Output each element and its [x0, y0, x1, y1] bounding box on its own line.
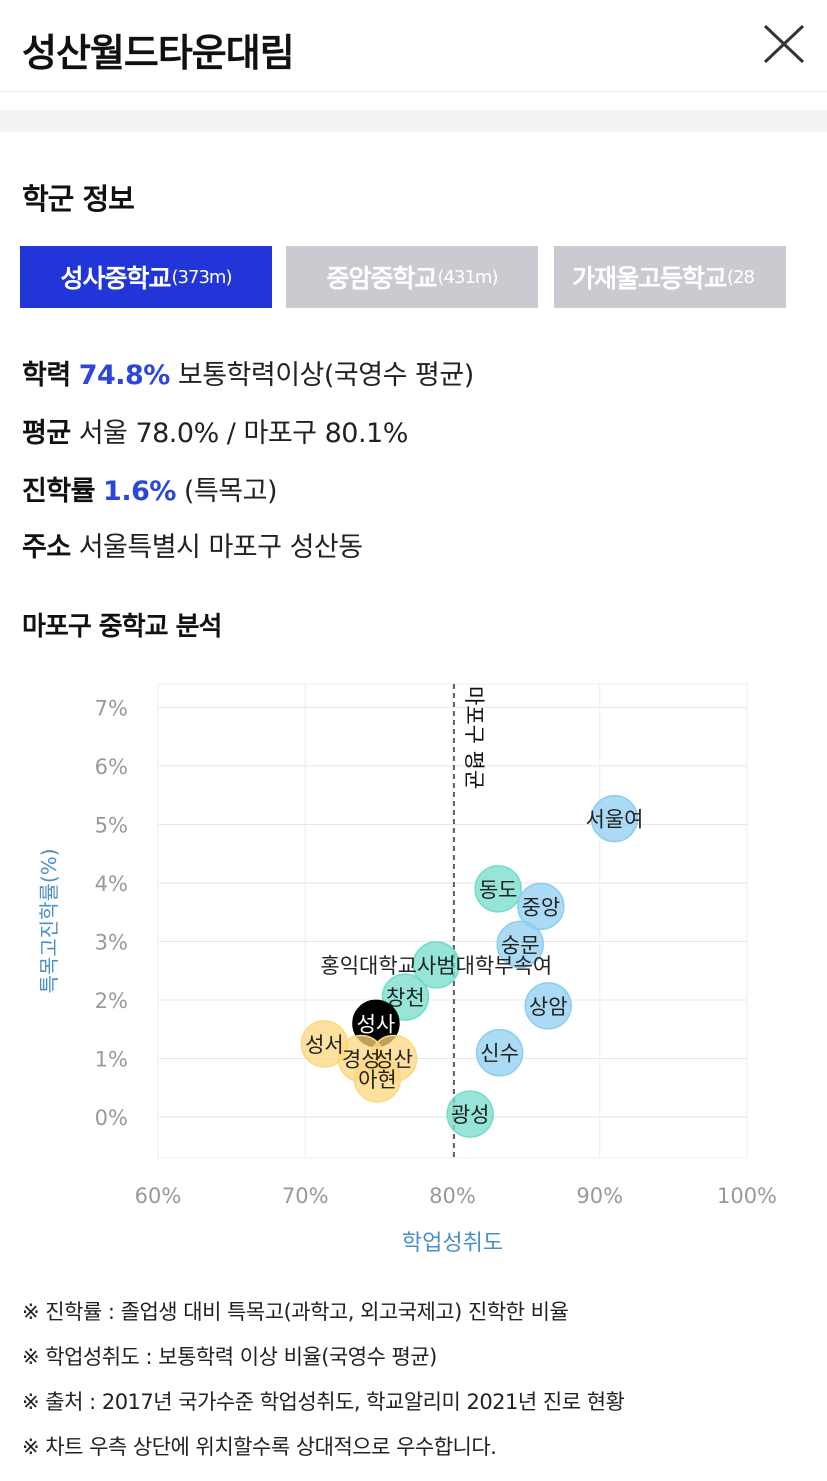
note-source: ※ 출처 : 2017년 국가수준 학업성취도, 학교알리미 2021년 진로 … [22, 1390, 625, 1414]
school-point [446, 1090, 494, 1138]
close-button[interactable] [758, 20, 810, 68]
school-point [475, 1028, 524, 1077]
school-point [412, 941, 461, 989]
x-tick-label: 60% [135, 1184, 182, 1208]
x-tick-label: 100% [717, 1184, 777, 1208]
school-point-label: 성산 [374, 1048, 413, 1072]
analysis-title: 마포구 중학교 분석 [22, 612, 222, 642]
school-point-label: 숭문 [501, 933, 540, 957]
y-tick-label: 2% [95, 989, 128, 1013]
close-icon [763, 24, 805, 64]
achievement-value: 74.8% [78, 360, 171, 391]
tab-name: 중암중학교 [326, 264, 438, 293]
tab-gajaeul-high[interactable]: 가재울고등학교 (28 [554, 246, 786, 308]
average-value: 서울 78.0% / 마포구 80.1% [78, 418, 409, 449]
address-value: 서울특별시 마포구 성산동 [78, 532, 363, 563]
y-tick-label: 6% [95, 755, 128, 779]
school-point-label: 창천 [386, 986, 425, 1010]
reference-line-label: 마포구 평균 [462, 686, 486, 789]
school-point-label: 성서 [305, 1033, 344, 1057]
school-point-label: 신수 [480, 1042, 519, 1066]
school-point-label: 경성 [342, 1048, 381, 1072]
average-label: 평균 [22, 418, 71, 449]
tab-seongsa-middle[interactable]: 성사중학교 (373m) [20, 246, 272, 308]
tab-jungam-middle[interactable]: 중암중학교 (431m) [286, 246, 538, 308]
y-tick-label: 3% [95, 930, 128, 954]
school-point-label: 상암 [529, 995, 568, 1019]
tab-name: 가재울고등학교 [572, 264, 727, 293]
school-point [496, 920, 544, 969]
tab-name: 성사중학교 [60, 264, 172, 293]
school-point-label: 서울여 [585, 808, 643, 832]
advance-rate-value: 1.6% [103, 476, 176, 507]
achievement-label: 학력 [22, 360, 71, 391]
y-tick-label: 5% [95, 813, 128, 837]
achievement-desc: 보통학력이상(국영수 평균) [177, 360, 474, 391]
x-tick-label: 70% [282, 1184, 329, 1208]
x-tick-label: 90% [576, 1184, 623, 1208]
school-point-label: 중앙 [522, 895, 561, 919]
x-axis-label: 학업성취도 [402, 1231, 503, 1256]
x-tick-label: 80% [429, 1184, 476, 1208]
school-point-label: 홍익대학교사범대학부속여 [320, 954, 552, 978]
note-achievement: ※ 학업성취도 : 보통학력 이상 비율(국영수 평균) [22, 1345, 437, 1369]
scatter-chart: 0% 1% 2% 3% 4% 5% 6% 7% 60% 70% 80% 90% 100% 학업성취도 특목고… [0, 660, 827, 1280]
header: 성산월드타운대림 [0, 0, 827, 92]
address-row: 주소 서울특별시 마포구 성산동 [22, 525, 363, 564]
y-tick-label: 7% [95, 696, 128, 720]
y-tick-label: 0% [95, 1106, 128, 1130]
school-point [517, 882, 565, 931]
school-point [524, 982, 572, 1030]
achievement-row: 학력 74.8% 보통학력이상(국영수 평균) [22, 353, 474, 392]
notes: ※ 진학률 : 졸업생 대비 특목고(과학고, 외고국제고) 진학한 비율 ※ … [22, 1290, 812, 1470]
school-point [474, 865, 522, 913]
school-point-label: 동도 [479, 878, 518, 902]
address-label: 주소 [22, 532, 71, 563]
y-tick-label: 1% [95, 1048, 128, 1072]
section-divider [0, 110, 827, 132]
school-point-label: 광성 [451, 1103, 490, 1127]
scatter-chart-svg: 0% 1% 2% 3% 4% 5% 6% 7% 60% 70% 80% 90% 100% 학업성취도 특목고… [37, 683, 777, 1256]
y-tick-label: 4% [95, 872, 128, 896]
y-axis-label: 특목고진학률(%) [37, 848, 61, 993]
note-advance-rate: ※ 진학률 : 졸업생 대비 특목고(과학고, 외고국제고) 진학한 비율 [22, 1300, 569, 1324]
tab-distance: (373m) [171, 266, 233, 288]
school-point-label: 성사 [357, 1012, 396, 1036]
tab-distance: (28 [727, 266, 755, 288]
school-point [590, 794, 639, 843]
tab-distance: (431m) [437, 266, 499, 288]
average-row: 평균 서울 78.0% / 마포구 80.1% [22, 411, 408, 450]
advance-rate-desc: (특목고) [183, 476, 278, 507]
note-guide: ※ 차트 우측 상단에 위치할수록 상대적으로 우수합니다. [22, 1435, 497, 1459]
school-info-title: 학군 정보 [22, 182, 135, 216]
advance-rate-row: 진학률 1.6% (특목고) [22, 469, 278, 508]
page-title: 성산월드타운대림 [22, 31, 295, 75]
school-tabs: 성사중학교 (373m) 중암중학교 (431m) 가재울고등학교 (28 [20, 246, 786, 308]
advance-rate-label: 진학률 [22, 476, 96, 507]
school-point [353, 1055, 402, 1103]
school-point-label: 아현 [358, 1068, 397, 1092]
